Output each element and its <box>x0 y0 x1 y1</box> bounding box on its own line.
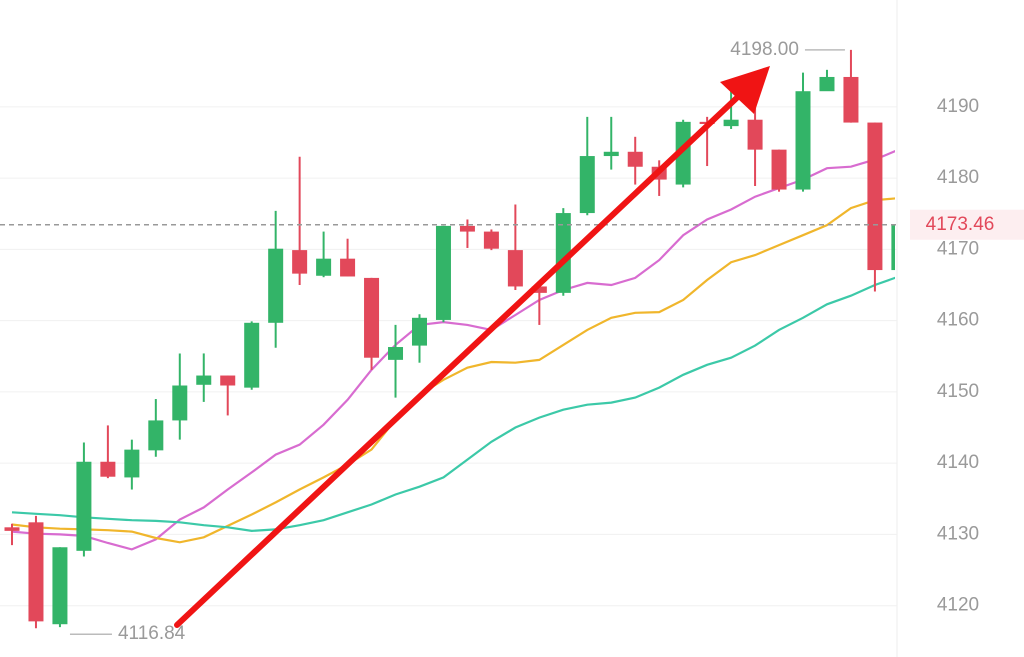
candle-body <box>388 347 404 360</box>
candle-body <box>747 119 763 150</box>
candle-body <box>579 156 595 214</box>
y-tick-label: 4180 <box>937 167 979 188</box>
candle-body <box>483 231 499 249</box>
y-tick-label: 4130 <box>937 523 979 544</box>
candle-body <box>172 385 188 421</box>
last-price-badge <box>910 209 1024 240</box>
moving-average-line <box>11 197 895 544</box>
candle-body <box>340 258 356 277</box>
candle-body <box>4 527 20 531</box>
candle-body <box>220 375 236 386</box>
candle-body <box>411 317 427 346</box>
last-price-label: 4173.46 <box>926 214 995 235</box>
plot-area <box>4 49 895 629</box>
grid: 4120 4130 4140 4150 4160 4170 4180 4190 <box>0 96 979 616</box>
candle-body <box>867 122 883 271</box>
candle-body <box>459 225 475 232</box>
candle-body <box>843 76 859 123</box>
candle-body <box>891 224 895 271</box>
annotations: 4173.46 4198.00 4116.84 <box>0 39 1024 644</box>
candle-body <box>364 277 380 358</box>
y-tick-label: 4120 <box>937 595 979 616</box>
candle-body <box>627 151 643 167</box>
candle-body <box>819 76 835 92</box>
arrow-head <box>720 66 770 114</box>
candle-body <box>603 151 619 157</box>
y-tick-label: 4140 <box>937 452 979 473</box>
high-label: 4198.00 <box>730 39 799 60</box>
low-label: 4116.84 <box>118 623 186 644</box>
y-tick-label: 4150 <box>937 381 979 402</box>
moving-average-line <box>11 150 895 551</box>
trend-arrow <box>174 66 770 628</box>
y-tick-label: 4190 <box>937 96 979 117</box>
candle-body <box>795 91 811 190</box>
candle-body <box>28 522 44 622</box>
candle-body <box>196 375 212 385</box>
candle-body <box>52 547 68 625</box>
candle-body <box>435 225 451 320</box>
candle-body <box>675 121 691 185</box>
candle-body <box>771 149 787 190</box>
arrow-shaft <box>174 90 745 628</box>
candle-body <box>76 461 92 551</box>
candle-body <box>148 420 164 451</box>
y-tick-label: 4160 <box>937 310 979 331</box>
candle-body <box>723 119 739 127</box>
candle-body <box>100 461 116 477</box>
candle-body <box>555 213 571 293</box>
candle-body <box>124 449 140 478</box>
candle-body <box>316 258 332 276</box>
candle-body <box>268 248 284 323</box>
candle-body <box>292 250 308 274</box>
moving-average-line <box>11 276 895 533</box>
y-tick-label: 4170 <box>937 238 979 259</box>
candle-body <box>507 250 523 287</box>
candle-body <box>244 322 260 388</box>
candle-body <box>531 286 547 293</box>
